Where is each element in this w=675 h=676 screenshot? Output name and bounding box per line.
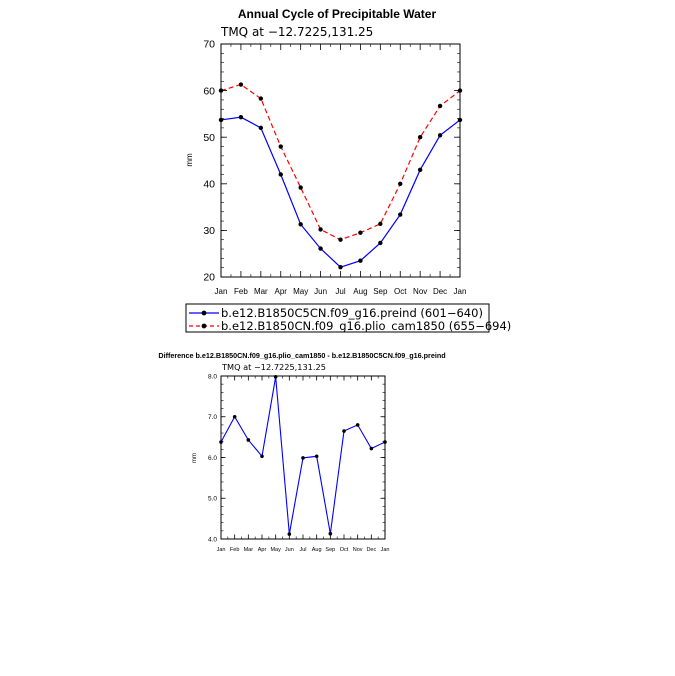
chart2-series-0-point xyxy=(287,532,292,536)
chart2-series-0-point xyxy=(314,454,319,459)
chart2-xtick-label: Feb xyxy=(230,547,239,553)
chart2-ytick-label: 7.0 xyxy=(208,414,217,421)
chart1-ytick-label: 30 xyxy=(203,225,215,237)
chart1-series-0-point xyxy=(298,222,303,227)
chart1-xtick-label: Sep xyxy=(373,287,388,296)
chart1-series-1-point xyxy=(457,88,463,93)
chart2-ytick-label: 4.0 xyxy=(208,536,217,543)
chart1-series-1-point xyxy=(437,103,443,109)
chart2-xtick-label: Sep xyxy=(325,547,335,553)
chart1-xtick-label: May xyxy=(293,287,308,296)
chart1-xtick-label: Jul xyxy=(335,287,345,296)
chart2-xtick-label: May xyxy=(270,547,281,553)
chart2-xtick-label: Jan xyxy=(381,547,390,553)
chart1-series-0-point xyxy=(238,114,244,120)
chart1-xtick-label: Oct xyxy=(394,287,407,296)
chart1-xtick-label: Mar xyxy=(254,287,268,296)
chart1-series-0-point xyxy=(358,258,363,263)
chart1-xtick-label: Apr xyxy=(275,287,288,296)
chart2-ytick-label: 5.0 xyxy=(208,496,217,503)
chart1-ytick-label: 60 xyxy=(203,85,215,97)
chart1-series-0-point xyxy=(398,212,403,217)
chart2-xtick-label: Jul xyxy=(299,547,306,553)
chart2-xtick-label: Jan xyxy=(217,547,226,553)
chart1-plot: Jan Feb Mar Apr May Jun Jul Aug Sep Oct Nov Dec Jan2… xyxy=(203,39,466,296)
chart2-series-0-point xyxy=(301,456,305,460)
chart2-ytick-label: 8.0 xyxy=(208,373,217,380)
chart2-series-0-point xyxy=(355,423,360,427)
chart1-series-0-point xyxy=(417,167,423,173)
chart1-ytick-label: 70 xyxy=(203,39,215,51)
chart2-xtick-label: Jun xyxy=(285,547,294,553)
chart1-xtick-label: Aug xyxy=(353,287,367,296)
chart2-xtick-label: Nov xyxy=(353,547,363,553)
chart1-series-1-point xyxy=(358,230,363,235)
legend-marker-preind xyxy=(201,310,207,316)
chart2-title: Difference b.e12.B1850CN.f09_g16.plio_ca… xyxy=(158,351,445,360)
chart2-xtick-label: Apr xyxy=(258,547,267,553)
chart1-y-axis-label: mm xyxy=(185,153,194,167)
chart1-xtick-label: Jan xyxy=(215,287,228,296)
chart2-series-0-point xyxy=(369,446,374,451)
chart1-title: Annual Cycle of Precipitable Water xyxy=(238,7,437,21)
chart1-series-1-point xyxy=(298,185,303,190)
chart1-series-1-point xyxy=(218,88,224,93)
chart1-series-1-point xyxy=(338,237,343,242)
chart2-y-axis-label: mm xyxy=(192,453,198,463)
chart1-ytick-label: 40 xyxy=(203,178,215,190)
chart1-series-1-point xyxy=(238,82,244,87)
chart1-ytick-label: 20 xyxy=(203,272,215,284)
chart1-series-0-point xyxy=(278,172,283,177)
chart1-xtick-label: Jun xyxy=(314,287,327,296)
chart1-series-1-point xyxy=(417,135,423,140)
chart2-xtick-label: Aug xyxy=(312,547,322,553)
chart2-xtick-label: Dec xyxy=(366,547,376,553)
legend-box xyxy=(185,303,490,333)
chart1-ytick-label: 50 xyxy=(203,132,215,144)
chart1-subtitle: TMQ at −12.7225,131.25 xyxy=(220,25,373,39)
chart1-legend: b.e12.B1850C5CN.f09_g16.preind (601−640)… xyxy=(185,303,511,333)
chart2-series-0-point xyxy=(383,440,387,444)
chart1-series-0-point xyxy=(378,240,383,246)
legend-marker-plio xyxy=(201,323,207,329)
chart1-series-0-point xyxy=(258,125,264,131)
chart2-subtitle: TMQ at −12.7225,131.25 xyxy=(221,362,326,372)
chart1-series-1-point xyxy=(318,227,323,232)
chart1-series-1-point xyxy=(258,96,264,101)
chart2-plot: Jan Feb Mar Apr May Jun Jul Aug Sep Oct Nov Dec Jan4… xyxy=(208,373,389,553)
chart1-series-0-point xyxy=(318,246,323,251)
chart2-xtick-label: Oct xyxy=(340,547,349,553)
chart2-xtick-label: Mar xyxy=(244,547,254,553)
chart2-series-0-point xyxy=(273,375,278,379)
legend-label-plio: b.e12.B1850CN.f09_g16.plio_cam1850 (655−… xyxy=(221,319,511,333)
chart1-xtick-label: Nov xyxy=(413,287,427,296)
chart2-series-0-point xyxy=(246,438,251,442)
chart1-series-0-line xyxy=(220,116,461,268)
chart2-series-0-point xyxy=(328,531,333,536)
chart2-series-0-point xyxy=(232,414,237,419)
chart2-series-0-point xyxy=(219,440,223,444)
chart2-series-0-point xyxy=(342,429,346,433)
chart1-xtick-label: Feb xyxy=(234,287,248,296)
chart1-series-1-point xyxy=(398,181,403,186)
chart1-series-0-point xyxy=(437,133,443,138)
chart2-series-0-point xyxy=(260,454,264,459)
chart1-frame xyxy=(220,43,461,278)
chart1-series-0-point xyxy=(457,117,463,123)
chart2-ytick-label: 6.0 xyxy=(208,455,217,462)
chart1-series-0-point xyxy=(218,117,224,123)
chart1-series-1-point xyxy=(278,144,283,149)
chart2-series-0-line xyxy=(220,376,386,535)
legend-label-preind: b.e12.B1850C5CN.f09_g16.preind (601−640) xyxy=(221,306,483,320)
chart1-xtick-label: Jan xyxy=(454,287,467,296)
chart1-series-1-point xyxy=(378,221,383,227)
chart1-xtick-label: Dec xyxy=(433,287,447,296)
chart1-series-0-point xyxy=(338,265,343,270)
